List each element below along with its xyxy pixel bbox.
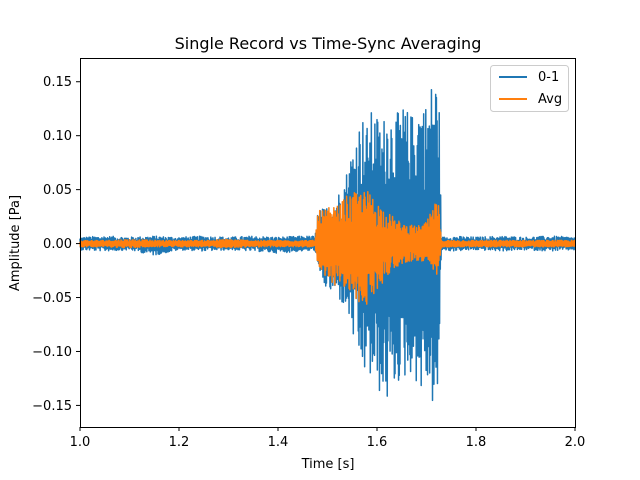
y-tick-label: 0.05: [43, 183, 72, 198]
x-tick-label: 1.0: [70, 435, 91, 450]
series-layer: [79, 89, 576, 402]
x-axis: 1.0 1.2 1.4 1.6 1.8 2.0: [70, 427, 586, 450]
y-tick-label: −0.05: [32, 291, 72, 306]
y-tick-label: 0.10: [43, 129, 72, 144]
series-line-avg: [79, 191, 576, 305]
legend-label-0-1: 0-1: [538, 70, 559, 85]
x-tick-label: 1.6: [367, 435, 388, 450]
legend: 0-1 Avg: [490, 65, 569, 112]
x-tick-label: 1.2: [169, 435, 190, 450]
y-axis-label: Amplitude [Pa]: [8, 195, 23, 291]
x-axis-label: Time [s]: [301, 457, 355, 472]
y-tick-label: 0.15: [43, 75, 72, 90]
x-tick-label: 1.8: [466, 435, 487, 450]
x-tick-label: 1.4: [268, 435, 289, 450]
chart-title: Single Record vs Time-Sync Averaging: [175, 34, 482, 53]
plot-frame: [80, 58, 576, 428]
y-tick-label: 0.00: [43, 237, 72, 252]
legend-label-avg: Avg: [538, 92, 562, 107]
x-tick-label: 2.0: [565, 435, 586, 450]
y-axis: −0.15 −0.10 −0.05 0.00 0.05 0.10 0.15: [32, 75, 80, 414]
y-tick-label: −0.15: [32, 399, 72, 414]
y-tick-label: −0.10: [32, 345, 72, 360]
